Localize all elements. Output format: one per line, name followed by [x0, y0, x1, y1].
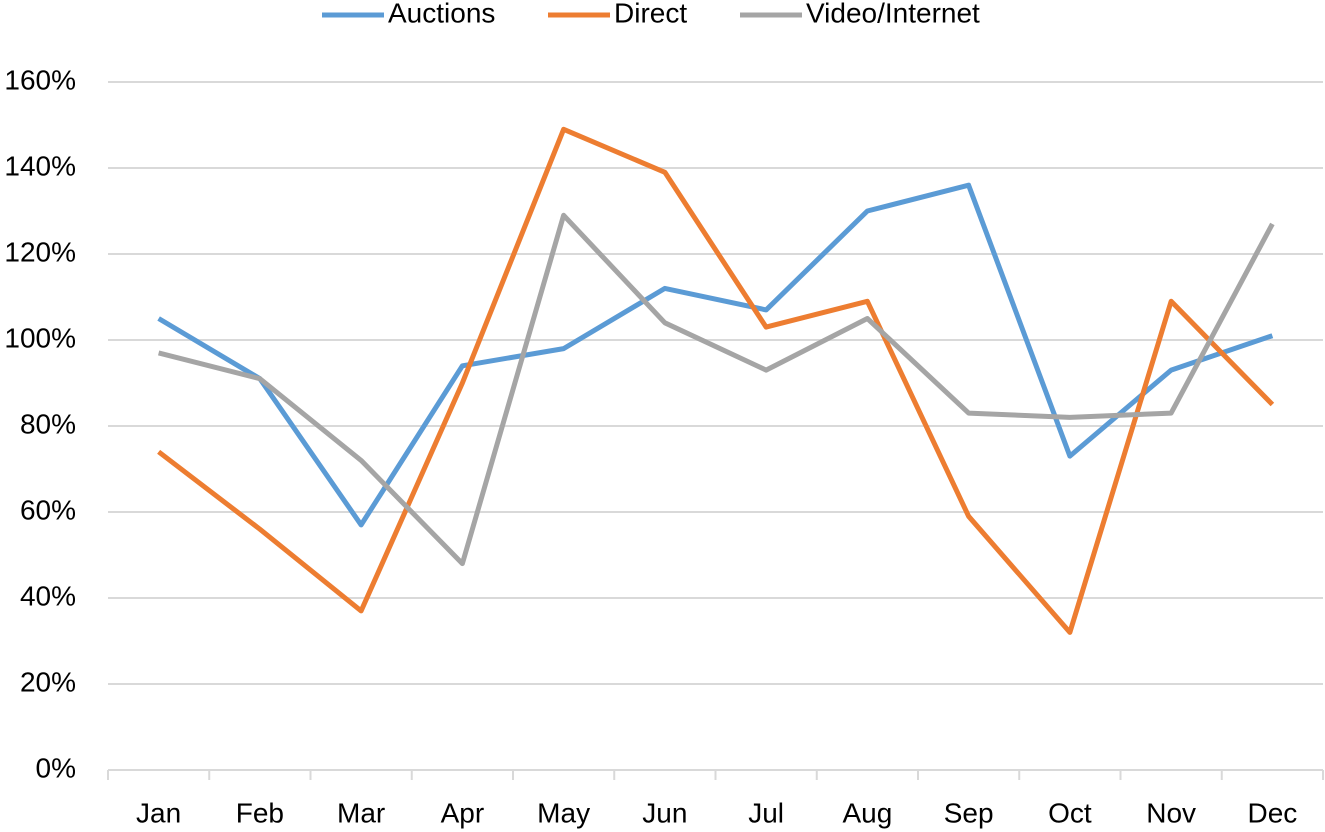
series-line [157, 182, 1274, 528]
x-tick-label: Feb [236, 797, 284, 828]
series-line [158, 212, 1275, 567]
legend-label: Video/Internet [806, 0, 980, 28]
y-tick-label: 0% [36, 752, 76, 783]
x-tick-label: Jul [748, 797, 784, 828]
x-tick-label: Aug [842, 797, 892, 828]
y-tick-label: 40% [20, 580, 76, 611]
y-tick-label: 60% [20, 494, 76, 525]
legend-label: Direct [614, 0, 687, 28]
x-tick-label: Mar [337, 797, 385, 828]
x-tick-label: Nov [1146, 797, 1196, 828]
y-tick-label: 120% [4, 236, 76, 267]
x-tick-label: Jun [642, 797, 687, 828]
legend-label: Auctions [388, 0, 495, 28]
x-tick-label: Apr [441, 797, 485, 828]
x-tick-label: Dec [1247, 797, 1297, 828]
y-tick-label: 140% [4, 150, 76, 181]
y-tick-label: 160% [4, 64, 76, 95]
y-tick-label: 20% [20, 666, 76, 697]
x-tick-label: Oct [1048, 797, 1092, 828]
series-line [157, 126, 1275, 635]
y-tick-label: 100% [4, 322, 76, 353]
x-tick-label: Jan [136, 797, 181, 828]
x-tick-label: May [537, 797, 590, 828]
x-tick-label: Sep [944, 797, 994, 828]
y-tick-label: 80% [20, 408, 76, 439]
